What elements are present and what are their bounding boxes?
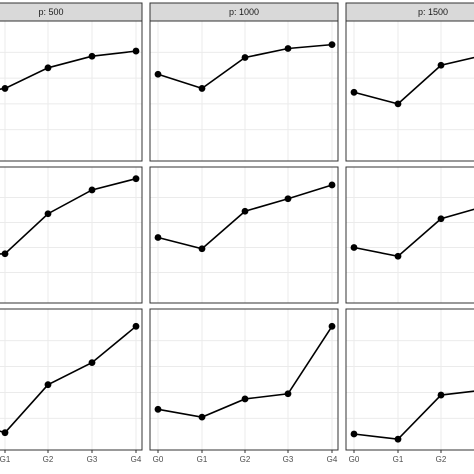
data-point <box>328 322 336 330</box>
data-point <box>284 390 292 398</box>
facet-strip-label: p: 500 <box>38 7 63 17</box>
x-tick-label: G2 <box>43 455 54 464</box>
facet-strip-background <box>0 2 143 22</box>
data-point <box>394 435 402 443</box>
panel-background <box>0 309 142 450</box>
data-point <box>241 395 249 403</box>
data-point <box>394 100 402 108</box>
data-point <box>350 88 358 96</box>
facet-panel <box>0 20 143 162</box>
data-point <box>88 359 96 367</box>
data-point <box>154 234 162 241</box>
data-point <box>154 405 162 413</box>
data-point <box>437 391 445 399</box>
panel-background <box>346 21 474 161</box>
x-tick-label: G3 <box>283 455 294 464</box>
panel-border <box>149 20 339 162</box>
panel-border <box>149 166 339 304</box>
panel-border <box>149 308 339 451</box>
data-point <box>198 245 206 253</box>
x-tick-label: G3 <box>87 455 98 464</box>
x-tick-label: G0 <box>153 455 164 464</box>
panel-border <box>0 308 143 451</box>
facet-panel <box>345 20 474 162</box>
panel-background <box>0 167 142 303</box>
x-tick-label: G1 <box>393 455 404 464</box>
data-point <box>241 207 249 215</box>
data-point <box>1 429 9 437</box>
data-point <box>198 413 206 421</box>
facet-strip-label: p: 1000 <box>229 7 259 17</box>
x-tick-label: G2 <box>240 455 251 464</box>
x-tick-label: G1 <box>0 455 11 464</box>
facet-panel <box>345 166 474 304</box>
data-point <box>132 47 140 55</box>
panel-background <box>0 21 142 161</box>
panel-border <box>0 166 143 304</box>
facet-panel <box>149 20 339 162</box>
data-point <box>88 186 96 194</box>
data-point <box>132 175 140 183</box>
facet-strip: p: 500 <box>0 2 143 22</box>
panel-border <box>345 20 474 162</box>
facet-strip-background <box>345 2 474 22</box>
facet-strip: p: 1500 <box>345 2 474 22</box>
x-tick-label: G0 <box>349 455 360 464</box>
data-point <box>394 252 402 260</box>
data-point <box>154 70 162 78</box>
panel-border <box>345 166 474 304</box>
data-point <box>88 52 96 60</box>
data-point <box>44 381 52 389</box>
panel-border <box>345 308 474 451</box>
panel-background <box>150 21 338 161</box>
data-point <box>284 45 292 52</box>
panel-border <box>0 20 143 162</box>
x-tick-label: G4 <box>327 455 338 464</box>
facet-panel <box>149 166 339 304</box>
facet-strip: p: 1000 <box>149 2 339 22</box>
data-point <box>437 61 445 69</box>
x-tick-label: G1 <box>197 455 208 464</box>
panel-background <box>150 167 338 303</box>
facet-panel <box>0 166 143 304</box>
data-point <box>44 210 52 218</box>
data-point <box>350 244 358 251</box>
data-point <box>437 215 445 223</box>
data-point <box>284 195 292 203</box>
facet-strip-label: p: 1500 <box>418 7 448 17</box>
data-point <box>1 85 9 92</box>
data-point <box>132 322 140 330</box>
panel-background <box>150 309 338 450</box>
data-point <box>328 181 336 189</box>
panel-background <box>346 167 474 303</box>
panel-background <box>346 309 474 450</box>
x-tick-label: G2 <box>436 455 447 464</box>
data-point <box>241 54 249 61</box>
data-point <box>328 41 336 49</box>
data-point <box>44 64 52 72</box>
data-point <box>350 430 358 438</box>
data-point <box>1 250 9 258</box>
x-tick-label: G4 <box>131 455 142 464</box>
data-point <box>198 85 206 92</box>
facet-panel: G0 G1 G2 G3 G4 <box>149 308 339 464</box>
